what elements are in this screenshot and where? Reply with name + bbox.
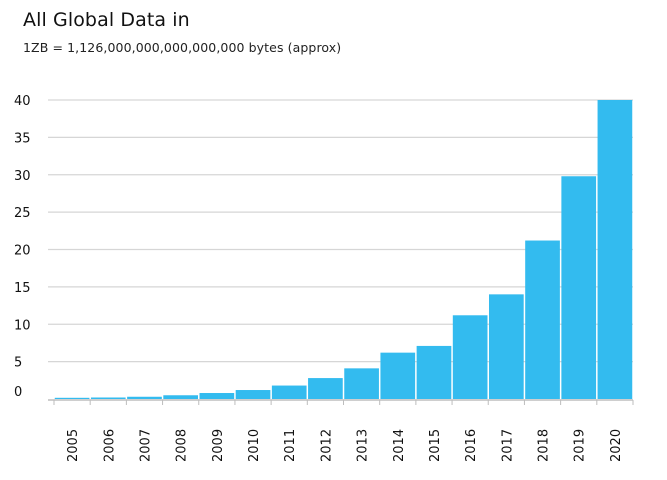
x-tick-label: 2006: [102, 429, 117, 462]
bar-2007: [127, 396, 162, 399]
bar-2016: [452, 315, 488, 399]
y-tick-label: 10: [14, 318, 31, 333]
bar-2005: [54, 397, 90, 399]
y-tick-label: 20: [14, 244, 31, 259]
bar-2019: [561, 176, 597, 399]
x-tick-label: 2018: [537, 429, 552, 462]
y-tick-label: 0: [14, 385, 22, 400]
x-tick-label: 2016: [464, 429, 479, 462]
bar-2017: [489, 294, 524, 399]
axis-labels: 0 5 10 15 20 25 30 35 40 2005 2006 2007 2008 2009 2010…: [14, 94, 624, 462]
bar-2006: [90, 397, 126, 399]
y-tick-label: 30: [14, 169, 31, 184]
bar-2013: [344, 368, 379, 399]
bar-2008: [163, 395, 198, 399]
bar-2009: [199, 393, 235, 399]
chart-title: All Global Data in: [23, 9, 190, 31]
x-tick-label: 2005: [66, 429, 81, 462]
y-tick-label: 40: [14, 94, 31, 109]
y-tick-label: 25: [14, 206, 31, 221]
bar-2020: [597, 100, 633, 399]
x-tick-label: 2013: [356, 429, 371, 462]
y-tick-label: 15: [14, 281, 31, 296]
bar-2014: [380, 352, 416, 399]
y-tick-label: 35: [14, 131, 31, 146]
x-tick-label: 2009: [211, 429, 226, 462]
x-tick-label: 2017: [500, 429, 515, 462]
x-tick-label: 2011: [283, 429, 298, 462]
bar-2015: [416, 345, 452, 399]
bar-2010: [235, 390, 271, 399]
x-tick-label: 2019: [573, 429, 588, 462]
x-tick-label: 2012: [319, 429, 334, 462]
x-tick-label: 2015: [428, 429, 443, 462]
bar-2011: [271, 385, 307, 399]
bars: [54, 100, 633, 399]
x-tick-label: 2010: [247, 429, 262, 462]
axes: [48, 399, 634, 405]
bar-2012: [308, 378, 343, 399]
x-tick-label: 2008: [175, 429, 190, 462]
bar-2018: [525, 240, 560, 399]
y-tick-label: 5: [14, 356, 22, 371]
x-tick-label: 2007: [138, 429, 153, 462]
chart-subtitle: 1ZB = 1,126,000,000,000,000,000 bytes (a…: [23, 40, 342, 55]
x-tick-label: 2014: [392, 429, 407, 462]
x-tick-label: 2020: [609, 429, 624, 462]
